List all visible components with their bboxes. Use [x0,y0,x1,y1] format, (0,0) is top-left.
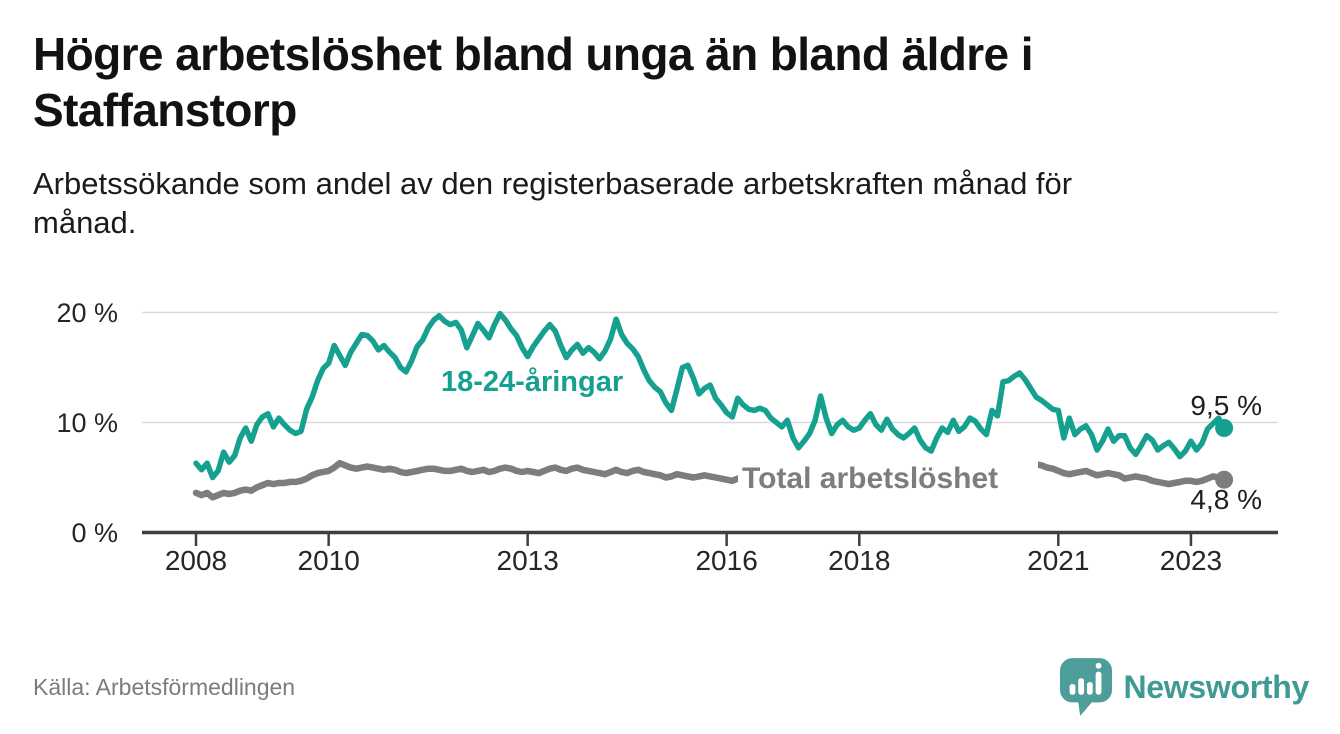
series-line-0 [193,310,1227,481]
axis-ticks: 0 % 10 % 20 % 2008 2010 2013 2016 2018 2021 2023 [56,298,1222,576]
x-tick-label: 2018 [828,545,890,576]
series-label-total: Total arbetslöshet [742,462,998,495]
chart-title: Högre arbetslöshet bland unga än bland ä… [33,28,1034,136]
total-end-value: 4,8 % [1190,484,1262,515]
x-tick-label: 2008 [165,545,227,576]
young-end-value: 9,5 % [1190,390,1262,421]
x-tick-label: 2021 [1027,545,1089,576]
total-label-background [738,454,1038,498]
x-tick-label: 2016 [695,545,757,576]
series-label-young: 18-24-åringar [441,366,623,398]
newsworthy-logo-text: Newsworthy [1123,668,1310,705]
y-tick-label: 10 % [56,408,118,438]
y-tick-label: 0 % [71,518,118,548]
newsworthy-brand: Newsworthy [1059,656,1310,718]
y-tick-label: 20 % [56,298,118,328]
x-tick-label: 2023 [1160,545,1222,576]
newsworthy-logo-icon [1059,658,1112,716]
gridlines [142,311,1278,424]
source-note: Källa: Arbetsförmedlingen [33,674,296,700]
chart-subtitle: Arbetssökande som andel av den registerb… [33,166,1073,240]
series-lines [192,310,1228,501]
x-tick-label: 2010 [298,545,360,576]
total-series-end-dot [1215,470,1234,489]
young-series-end-dot [1215,419,1234,437]
series-line-1 [192,454,1228,501]
x-tick-label: 2013 [497,545,559,576]
